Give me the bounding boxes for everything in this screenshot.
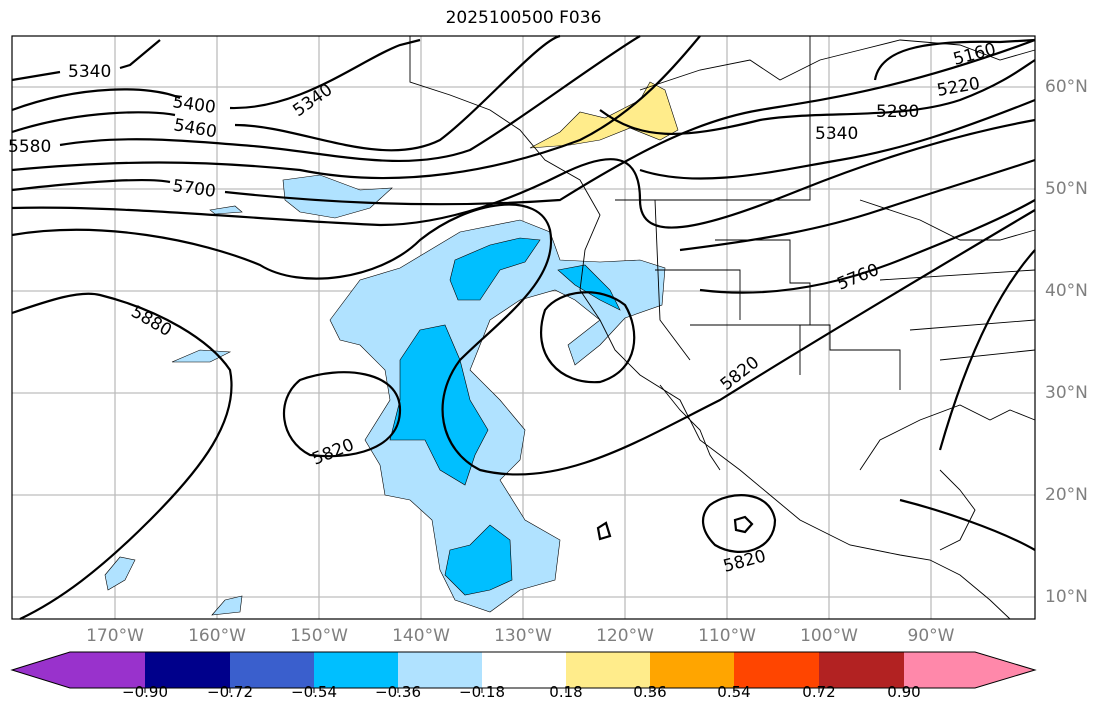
colorbar-tick-label: 0.72 — [802, 683, 836, 701]
height-contours — [11, 34, 1036, 620]
shade-sky-blue-north — [449, 237, 541, 301]
colorbar-tick-label: 0.90 — [887, 683, 921, 701]
colorbar-tick-label: 0.54 — [717, 683, 751, 701]
colorbar-tick-label: −0.54 — [291, 683, 337, 701]
shade-yellow — [529, 81, 679, 149]
contour-label: 5460 — [172, 115, 218, 142]
longitude-label: 110°W — [698, 626, 756, 646]
colorbar-tick-label: −0.36 — [375, 683, 421, 701]
longitude-label: 100°W — [800, 626, 858, 646]
colorbar-tick-label: 0.18 — [549, 683, 583, 701]
cutoff-low — [539, 291, 636, 384]
colorbar-extend-max — [904, 652, 1035, 688]
contour-label: 5760 — [834, 260, 882, 295]
longitude-label: 160°W — [188, 626, 246, 646]
contour-5820-closed — [282, 371, 402, 458]
colorbar-segment — [482, 652, 566, 688]
latitude-label: 20°N — [1045, 485, 1088, 505]
contour-label: 5340 — [289, 80, 336, 121]
shading — [104, 81, 679, 616]
shade-light-blue-small — [209, 205, 243, 215]
contour-label: 5280 — [876, 102, 919, 122]
shade-sky-blue-south — [444, 524, 513, 596]
latitude-label: 50°N — [1045, 179, 1088, 199]
colorbar-segment — [145, 652, 230, 688]
contour-label: 5820 — [309, 435, 357, 470]
shade-light-blue-west — [104, 556, 136, 591]
shade-sky-blue-coast — [557, 264, 621, 311]
longitude-label: 120°W — [596, 626, 654, 646]
contour-label: 5340 — [815, 124, 858, 144]
contour-label: 5340 — [68, 62, 111, 82]
colorbar-segment — [398, 652, 482, 688]
longitude-label: 150°W — [290, 626, 348, 646]
colorbar — [10, 651, 1037, 693]
colorbar-tick-label: −0.18 — [459, 683, 505, 701]
contour-label: 5220 — [935, 74, 981, 101]
colorbar-segment — [566, 652, 650, 688]
contour-label: 5160 — [951, 39, 998, 70]
latitude-label: 40°N — [1045, 281, 1088, 301]
colorbar-outline — [10, 651, 1037, 689]
latitude-label: 30°N — [1045, 383, 1088, 403]
map-title: 2025100500 F036 — [445, 8, 602, 28]
colorbar-segment — [650, 652, 734, 688]
shade-light-blue-main — [329, 219, 666, 613]
colorbar-tick-label: −0.72 — [207, 683, 253, 701]
colorbar-extend-min — [12, 652, 145, 688]
colorbar-segment — [230, 652, 314, 688]
longitude-label: 170°W — [86, 626, 144, 646]
longitude-label: 140°W — [392, 626, 450, 646]
colorbar-segment — [314, 652, 398, 688]
contour-label: 5700 — [171, 176, 217, 202]
contour-label: 5580 — [8, 137, 51, 157]
closed-contour-se — [702, 494, 777, 553]
map-frame — [11, 35, 1036, 620]
colorbar-tick-label: 0.36 — [633, 683, 667, 701]
colorbar-segment — [819, 652, 904, 688]
longitude-label: 90°W — [907, 626, 955, 646]
shade-light-blue-sw — [211, 595, 243, 616]
colorbar-tick-label: −0.90 — [122, 683, 168, 701]
contour-label: 5880 — [128, 302, 175, 341]
shade-light-blue-gulf — [282, 174, 393, 219]
colorbar-segment — [734, 652, 819, 688]
longitude-label: 130°W — [494, 626, 552, 646]
latitude-label: 10°N — [1045, 587, 1088, 607]
contour-label: 5400 — [171, 92, 217, 118]
shade-sky-blue-central — [389, 324, 489, 486]
latitude-label: 60°N — [1045, 77, 1088, 97]
